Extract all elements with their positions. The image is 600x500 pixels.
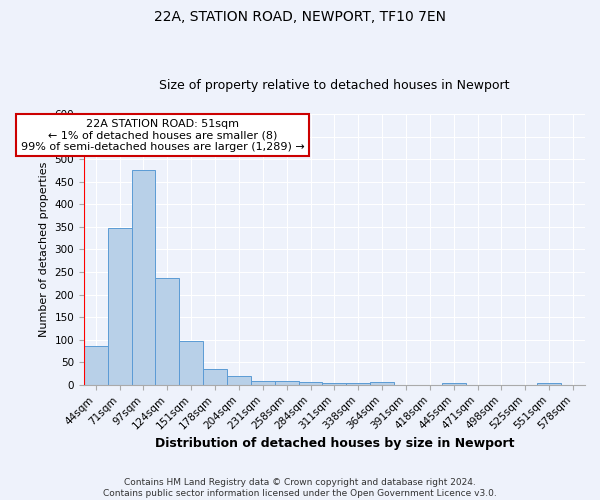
Bar (346, 382, 370, 385)
Bar (131, 170, 155, 385)
X-axis label: Distribution of detached houses by size in Newport: Distribution of detached houses by size … (155, 437, 514, 450)
Text: Contains HM Land Registry data © Crown copyright and database right 2024.
Contai: Contains HM Land Registry data © Crown c… (103, 478, 497, 498)
Bar (107, 228, 131, 385)
Bar (537, 382, 561, 385)
Text: 22A STATION ROAD: 51sqm
← 1% of detached houses are smaller (8)
99% of semi-deta: 22A STATION ROAD: 51sqm ← 1% of detached… (20, 118, 304, 152)
Bar (227, 376, 251, 385)
Bar (299, 382, 322, 385)
Bar (442, 382, 466, 385)
Bar (322, 382, 346, 385)
Bar (251, 382, 275, 385)
Bar (84, 346, 107, 385)
Bar (275, 381, 299, 385)
Bar (203, 368, 227, 385)
Title: Size of property relative to detached houses in Newport: Size of property relative to detached ho… (159, 79, 509, 92)
Text: 22A, STATION ROAD, NEWPORT, TF10 7EN: 22A, STATION ROAD, NEWPORT, TF10 7EN (154, 10, 446, 24)
Bar (179, 341, 203, 385)
Bar (155, 278, 179, 385)
Bar (370, 382, 394, 385)
Y-axis label: Number of detached properties: Number of detached properties (39, 162, 49, 337)
